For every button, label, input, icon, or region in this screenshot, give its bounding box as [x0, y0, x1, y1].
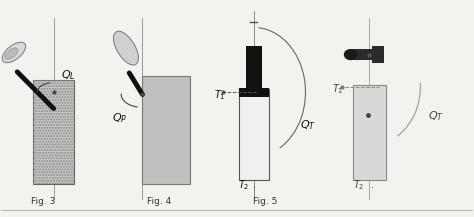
- Bar: [239, 88, 269, 97]
- Text: $T_1$: $T_1$: [214, 88, 226, 102]
- Text: $T_1$: $T_1$: [331, 82, 343, 96]
- Bar: [143, 76, 190, 184]
- Ellipse shape: [5, 48, 18, 59]
- Ellipse shape: [2, 42, 26, 63]
- Text: $Q_L$: $Q_L$: [61, 68, 76, 82]
- Bar: [239, 89, 269, 180]
- Text: Fig. 4: Fig. 4: [147, 197, 171, 206]
- Bar: [246, 46, 262, 89]
- Text: $Q_P$: $Q_P$: [112, 112, 127, 125]
- Bar: [372, 46, 383, 63]
- Text: Fig. 3: Fig. 3: [31, 197, 55, 206]
- Text: .: .: [371, 180, 374, 190]
- Bar: [353, 85, 386, 180]
- Text: $Q_T$: $Q_T$: [428, 109, 445, 123]
- Text: .: .: [253, 180, 255, 190]
- Text: $T_2$: $T_2$: [353, 178, 365, 192]
- Text: Fig. 5: Fig. 5: [253, 197, 278, 206]
- Bar: [350, 49, 383, 60]
- Ellipse shape: [113, 31, 138, 65]
- Bar: [33, 81, 74, 184]
- Text: $T_2$: $T_2$: [238, 178, 250, 192]
- Bar: [33, 81, 74, 184]
- Text: $Q_T$: $Q_T$: [300, 118, 316, 132]
- Ellipse shape: [344, 49, 357, 60]
